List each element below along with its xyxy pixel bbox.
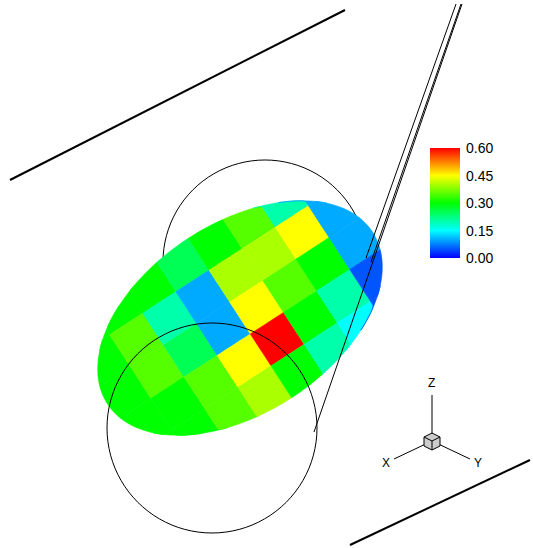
svg-text:0.45: 0.45	[466, 168, 493, 184]
svg-text:0.30: 0.30	[466, 195, 493, 211]
svg-text:0.00: 0.00	[466, 250, 493, 266]
svg-text:Z: Z	[428, 376, 435, 390]
svg-text:0.15: 0.15	[466, 223, 493, 239]
svg-text:0.60: 0.60	[466, 140, 493, 156]
svg-text:Y: Y	[474, 456, 482, 470]
svg-text:X: X	[382, 456, 390, 470]
